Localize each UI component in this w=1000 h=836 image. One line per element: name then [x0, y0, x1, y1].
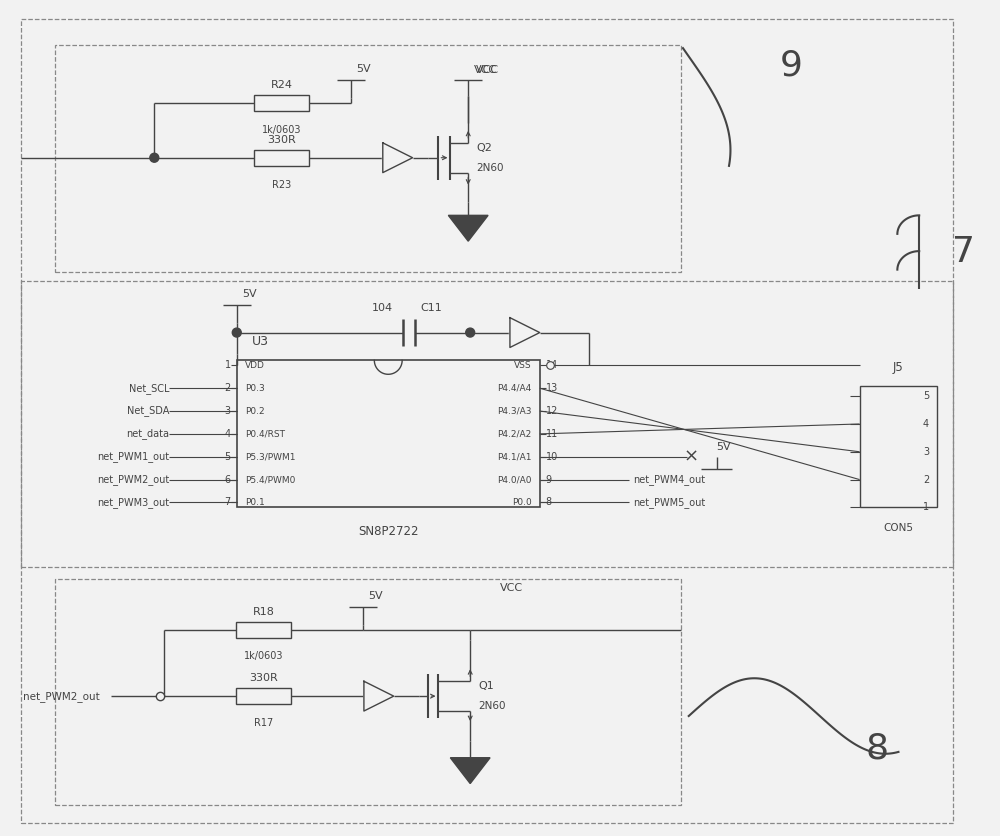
- Text: P0.3: P0.3: [245, 384, 264, 393]
- Text: P5.4/PWM0: P5.4/PWM0: [245, 475, 295, 484]
- Polygon shape: [364, 681, 394, 711]
- Text: SN8P2722: SN8P2722: [358, 525, 418, 538]
- Bar: [860, 386, 937, 507]
- Polygon shape: [383, 143, 413, 173]
- Text: net_PWM2_out: net_PWM2_out: [97, 474, 169, 485]
- Text: 5: 5: [225, 451, 231, 461]
- Circle shape: [466, 328, 475, 337]
- Text: 14: 14: [546, 360, 558, 370]
- Bar: [21, 281, 953, 567]
- Text: net_PWM4_out: net_PWM4_out: [633, 474, 705, 485]
- Text: 5V: 5V: [242, 288, 256, 298]
- Text: VCC: VCC: [476, 65, 499, 75]
- Text: VCC: VCC: [500, 583, 523, 593]
- Text: 9: 9: [780, 48, 803, 83]
- Text: 3: 3: [923, 446, 929, 456]
- Text: 10: 10: [546, 451, 558, 461]
- Text: Net_SCL: Net_SCL: [129, 383, 169, 394]
- Text: VSS: VSS: [514, 361, 532, 370]
- Text: P4.3/A3: P4.3/A3: [497, 406, 532, 415]
- Text: 330R: 330R: [249, 673, 278, 683]
- Text: 5V: 5V: [356, 64, 371, 74]
- Text: 13: 13: [546, 383, 558, 393]
- Text: 6: 6: [225, 475, 231, 485]
- Text: 9: 9: [546, 475, 552, 485]
- Text: P0.1: P0.1: [245, 498, 264, 507]
- Text: net_data: net_data: [126, 428, 169, 440]
- Polygon shape: [510, 318, 540, 348]
- Text: 2N60: 2N60: [478, 701, 506, 711]
- Bar: [254, 95, 309, 111]
- Text: net_PWM5_out: net_PWM5_out: [633, 497, 705, 508]
- Text: P4.2/A2: P4.2/A2: [498, 430, 532, 438]
- Circle shape: [150, 153, 159, 162]
- Text: 104: 104: [372, 303, 393, 313]
- Text: 1: 1: [923, 502, 929, 512]
- Text: U3: U3: [252, 335, 269, 349]
- Text: 12: 12: [546, 406, 558, 416]
- Text: P4.1/A1: P4.1/A1: [497, 452, 532, 461]
- Text: 330R: 330R: [267, 135, 296, 145]
- Text: 2: 2: [923, 475, 929, 485]
- Text: 1k/0603: 1k/0603: [262, 125, 301, 135]
- Text: 7: 7: [225, 497, 231, 507]
- Text: 8: 8: [866, 732, 889, 766]
- Text: 7: 7: [952, 235, 975, 269]
- Text: P0.4/RST: P0.4/RST: [245, 430, 285, 438]
- Text: 4: 4: [225, 429, 231, 439]
- Text: 4: 4: [923, 419, 929, 429]
- Text: P0.0: P0.0: [512, 498, 532, 507]
- Text: Net_SDA: Net_SDA: [127, 405, 169, 416]
- Text: R23: R23: [272, 180, 291, 190]
- Text: R17: R17: [254, 718, 273, 728]
- Text: Q2: Q2: [476, 143, 492, 153]
- Text: net_PWM3_out: net_PWM3_out: [97, 497, 169, 508]
- Text: P4.0/A0: P4.0/A0: [497, 475, 532, 484]
- Text: VCC: VCC: [474, 65, 497, 75]
- Bar: [236, 622, 291, 638]
- Text: 5: 5: [923, 391, 929, 401]
- Bar: [254, 150, 309, 166]
- Bar: [55, 579, 681, 805]
- Text: net_PWM1_out: net_PWM1_out: [97, 451, 169, 462]
- Text: 1: 1: [225, 360, 231, 370]
- Text: net_PWM2_out: net_PWM2_out: [23, 691, 100, 701]
- Polygon shape: [450, 757, 490, 783]
- Text: VDD: VDD: [245, 361, 265, 370]
- Text: 8: 8: [546, 497, 552, 507]
- Text: 1k/0603: 1k/0603: [244, 651, 283, 661]
- Text: ×: ×: [683, 448, 698, 466]
- Text: 2: 2: [225, 383, 231, 393]
- Bar: [237, 360, 540, 507]
- Text: P4.4/A4: P4.4/A4: [498, 384, 532, 393]
- Bar: [236, 688, 291, 704]
- Text: 2N60: 2N60: [476, 163, 504, 173]
- Text: P0.2: P0.2: [245, 406, 264, 415]
- Text: CON5: CON5: [883, 523, 913, 533]
- Circle shape: [232, 328, 241, 337]
- Text: R24: R24: [270, 80, 292, 90]
- Text: J5: J5: [893, 361, 904, 375]
- Text: P5.3/PWM1: P5.3/PWM1: [245, 452, 295, 461]
- Bar: [55, 45, 681, 272]
- Text: Q1: Q1: [478, 681, 494, 691]
- Text: 11: 11: [546, 429, 558, 439]
- Text: 3: 3: [225, 406, 231, 416]
- Text: R18: R18: [253, 607, 275, 617]
- Text: 5V: 5V: [717, 441, 731, 451]
- Polygon shape: [448, 216, 488, 241]
- Text: 5V: 5V: [368, 591, 383, 601]
- Text: C11: C11: [421, 303, 442, 313]
